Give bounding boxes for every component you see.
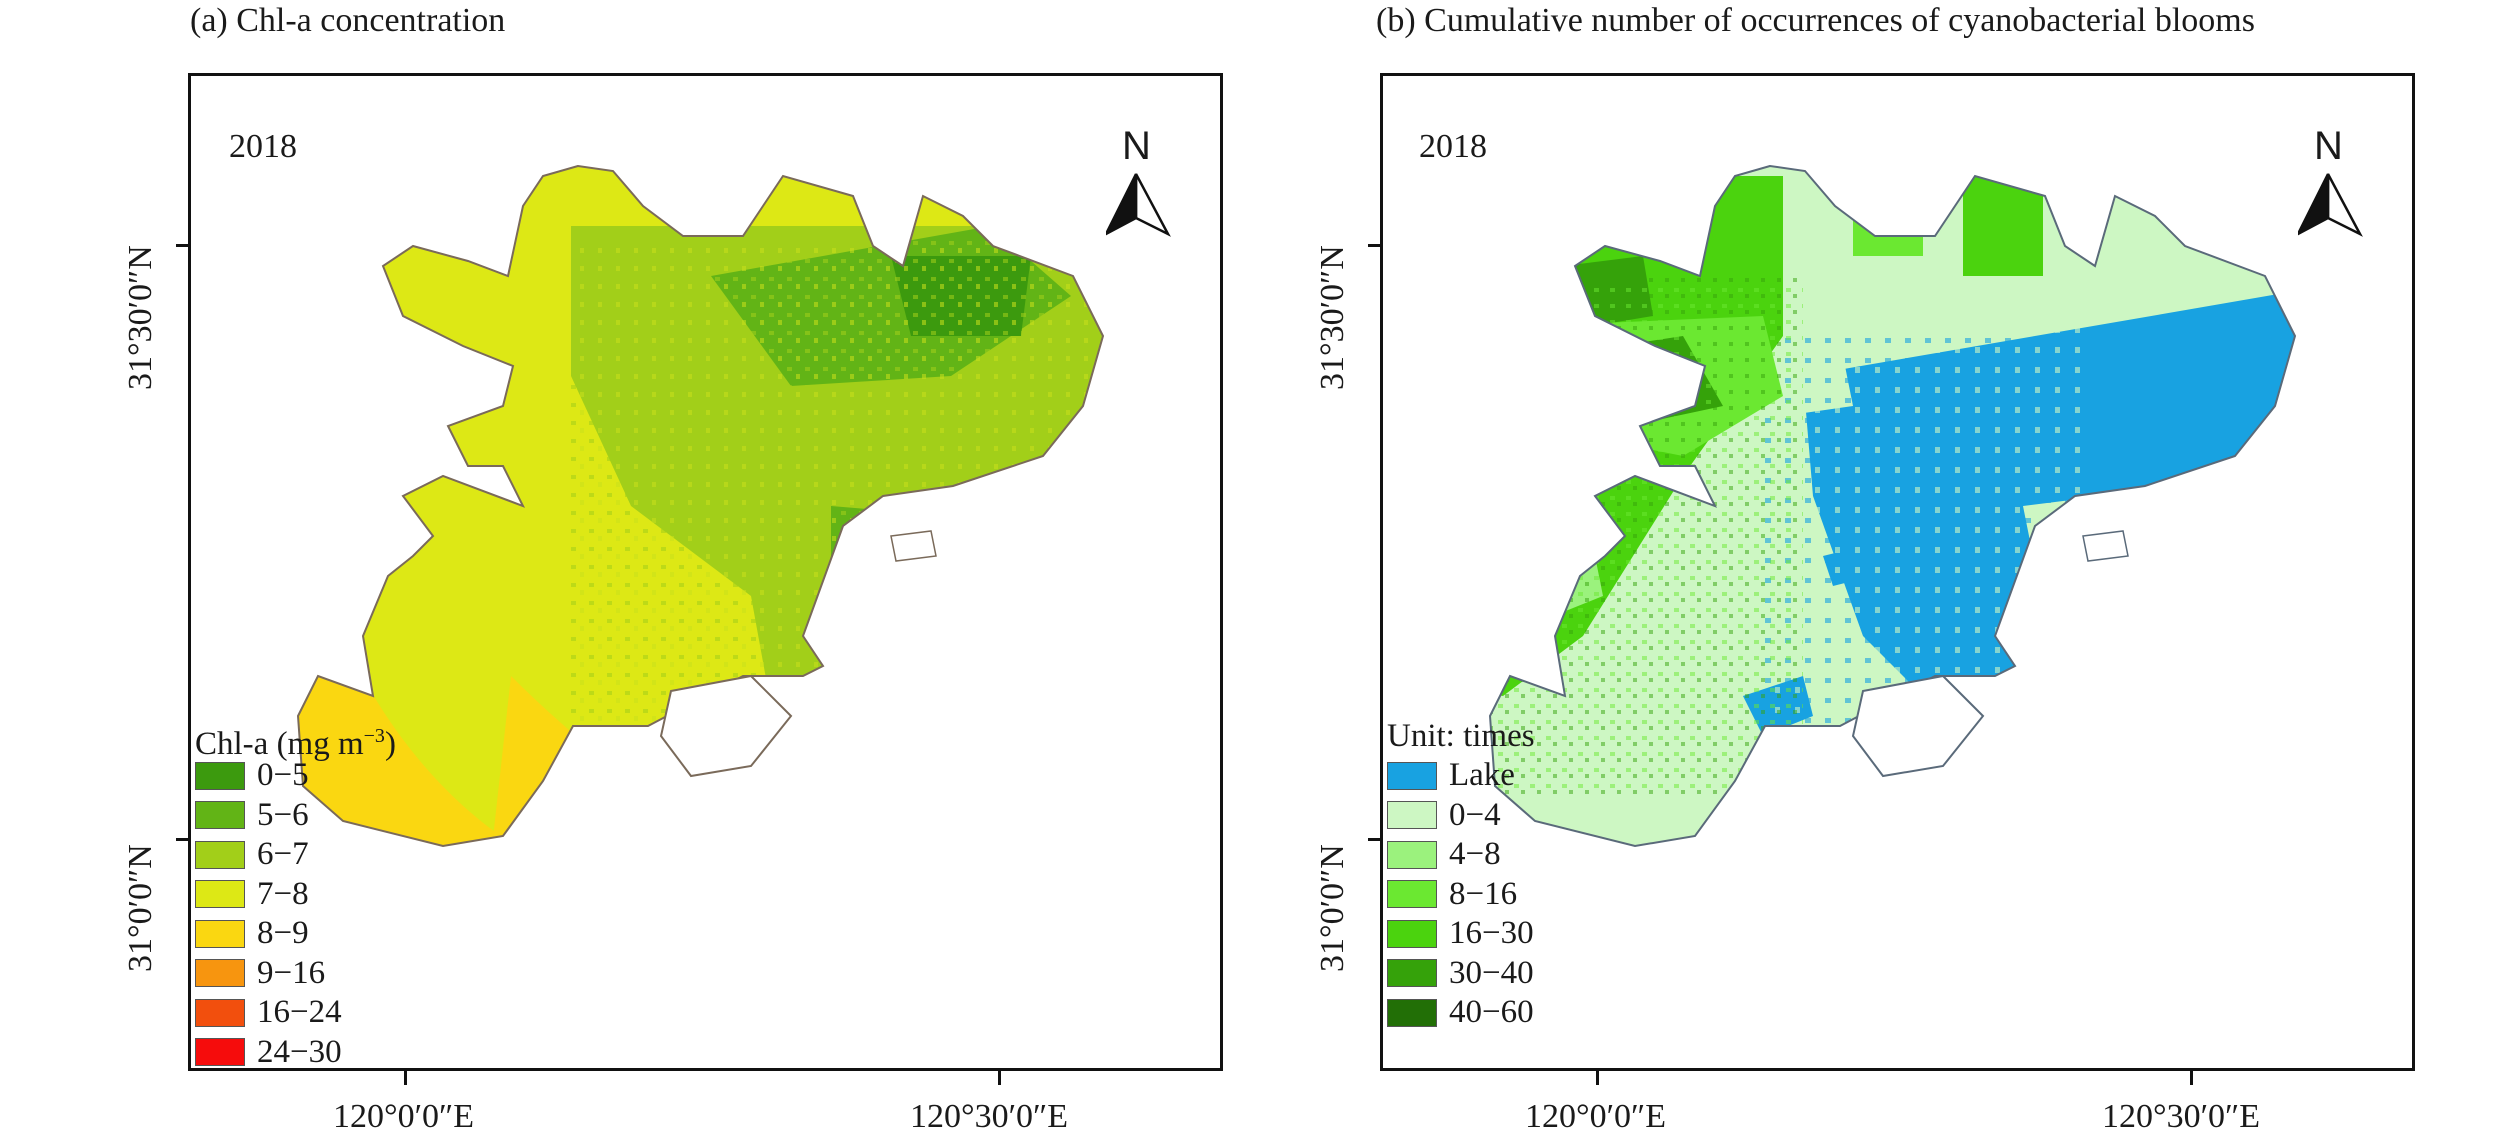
panel-b-legend-item: 30−40 (1387, 954, 1535, 994)
panel-a-legend-item: 7−8 (195, 875, 396, 915)
panel-a-map-frame: 2018 N Chl-a (mg m−3) 0−5 5−6 6−7 7−8 8−… (188, 73, 1223, 1071)
panel-a-x-tick (998, 1071, 1001, 1085)
legend-swatch (195, 840, 245, 869)
panel-a-north-label: N (1122, 124, 1151, 168)
panel-a-x-tick-label: 120°30′0″E (910, 1098, 1068, 1135)
panel-a-legend-item: 16−24 (195, 993, 396, 1033)
panel-a-legend-item: 9−16 (195, 954, 396, 994)
panel-a-legend-item: 24−30 (195, 1033, 396, 1073)
legend-swatch (195, 919, 245, 948)
legend-swatch (195, 998, 245, 1027)
panel-b-north-arrow-icon (2298, 173, 2363, 237)
panel-b-north-label: N (2314, 124, 2343, 168)
legend-swatch (1387, 801, 1437, 830)
panel-b-map-frame: 2018 N Unit: times Lake 0−4 4−8 8−16 16−… (1380, 73, 2415, 1071)
legend-swatch (1387, 959, 1437, 988)
legend-swatch (195, 1038, 245, 1067)
legend-swatch (195, 761, 245, 790)
panel-b-year-label: 2018 (1419, 128, 1487, 165)
panel-b-legend-title: Unit: times (1387, 718, 1535, 754)
panel-a-legend-title: Chl-a (mg m−3) (195, 725, 396, 762)
panel-a-x-tick-label: 120°0′0″E (333, 1098, 474, 1135)
panel-b-x-tick (1596, 1071, 1599, 1085)
panel-a: (a) Chl-a concentration (122, 2, 1223, 1135)
panel-b-legend-item: 4−8 (1387, 835, 1535, 875)
panel-b-x-tick-label: 120°0′0″E (1525, 1098, 1666, 1135)
panel-a-year-label: 2018 (229, 128, 297, 165)
panel-b-legend-item: 16−30 (1387, 914, 1535, 954)
panel-a-north-arrow-icon (1106, 173, 1171, 237)
panel-b-y-tick (1368, 244, 1382, 247)
panel-b-lake-map (1489, 165, 2296, 847)
panel-a-x-tick (404, 1071, 407, 1085)
legend-swatch (195, 801, 245, 830)
panel-a-legend-item: 5−6 (195, 796, 396, 836)
panel-b-legend-item: Lake (1387, 756, 1535, 796)
legend-swatch (195, 959, 245, 988)
panel-b-y-tick (1368, 838, 1382, 841)
legend-swatch (1387, 761, 1437, 790)
panel-a-legend-item: 8−9 (195, 914, 396, 954)
panel-b-legend: Unit: times Lake 0−4 4−8 8−16 16−30 30−4… (1387, 716, 1535, 1033)
panel-a-north-arrow: N (1106, 124, 1176, 237)
panel-b-legend-item: 0−4 (1387, 796, 1535, 836)
panel-a-title: (a) Chl-a concentration (190, 2, 506, 39)
panel-b: (b) Cumulative number of occurrences of … (1260, 0, 2520, 1139)
legend-swatch (1387, 880, 1437, 909)
panel-b-y-tick-label: 31°0′0″N (1314, 844, 1351, 972)
panel-b-legend-item: 40−60 (1387, 993, 1535, 1033)
panel-b-legend-item: 8−16 (1387, 875, 1535, 915)
panel-a-legend: Chl-a (mg m−3) 0−5 5−6 6−7 7−8 8−9 9−16 … (195, 716, 396, 1072)
panel-a-legend-item: 0−5 (195, 756, 396, 796)
panel-a-y-tick-label: 31°30′0″N (122, 245, 159, 390)
panel-b-north-arrow: N (2298, 124, 2368, 237)
panel-b-x-tick (2190, 1071, 2193, 1085)
legend-swatch (1387, 840, 1437, 869)
panel-b-title: (b) Cumulative number of occurrences of … (1376, 2, 2255, 39)
panel-a-legend-item: 6−7 (195, 835, 396, 875)
legend-swatch (195, 880, 245, 909)
panel-b-x-tick-label: 120°30′0″E (2102, 1098, 2260, 1135)
panel-b-y-tick-label: 31°30′0″N (1314, 245, 1351, 390)
legend-swatch (1387, 998, 1437, 1027)
panel-a-y-tick (176, 244, 190, 247)
panel-a-y-tick (176, 838, 190, 841)
panel-a-y-tick-label: 31°0′0″N (122, 844, 159, 972)
legend-swatch (1387, 919, 1437, 948)
panel-a-lake-map (297, 165, 1104, 847)
